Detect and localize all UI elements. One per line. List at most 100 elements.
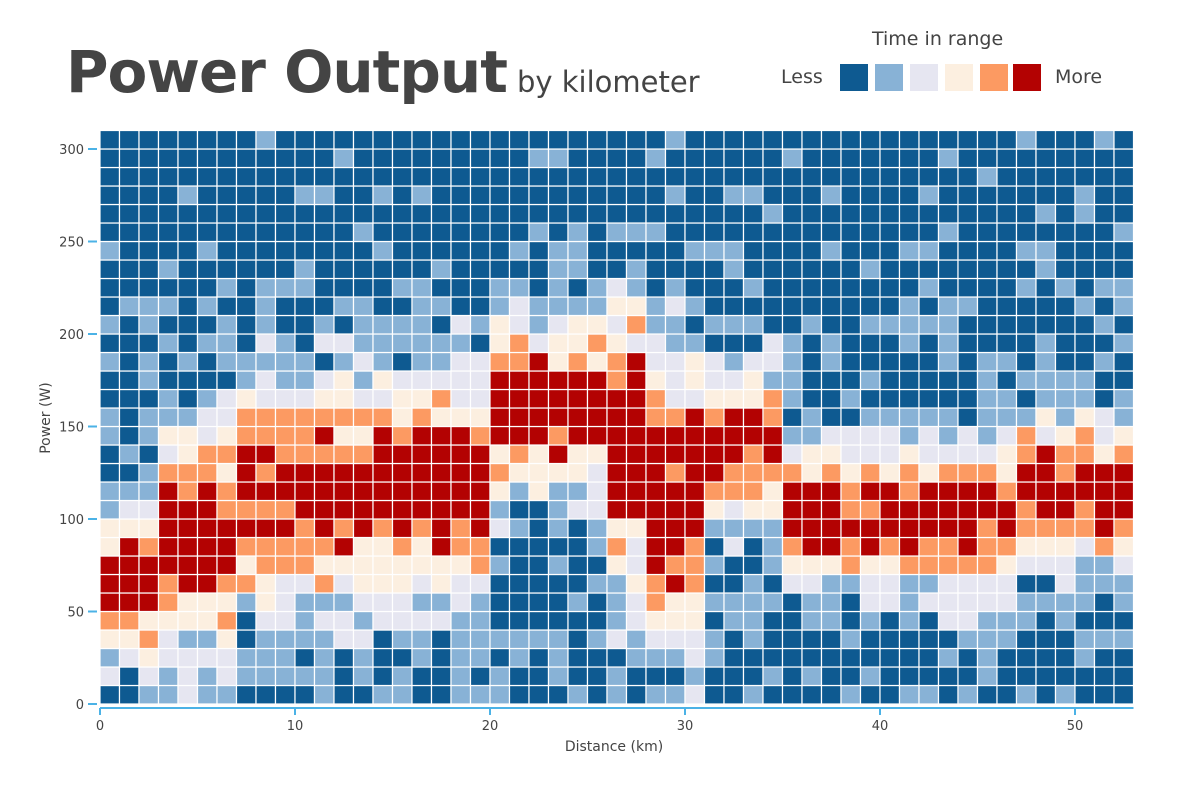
- heatmap-cell: [723, 166, 745, 187]
- heatmap-cell: [1015, 666, 1037, 687]
- heatmap-cell: [645, 296, 667, 317]
- heatmap-cell: [333, 407, 355, 428]
- heatmap-cell: [840, 314, 862, 335]
- heatmap-cell: [625, 277, 647, 298]
- heatmap-cell: [313, 351, 335, 372]
- heatmap-cell: [216, 647, 238, 668]
- heatmap-cell: [313, 333, 335, 354]
- heatmap-cell: [703, 296, 725, 317]
- heatmap-cell: [645, 388, 667, 409]
- heatmap-cell: [859, 499, 881, 520]
- heatmap-cell: [840, 518, 862, 539]
- heatmap-cell: [742, 148, 764, 169]
- heatmap-cell: [879, 333, 901, 354]
- heatmap-cell: [196, 240, 218, 261]
- heatmap-cell: [801, 481, 823, 502]
- heatmap-cell: [625, 388, 647, 409]
- heatmap-cell: [1035, 407, 1057, 428]
- heatmap-cell: [625, 684, 647, 705]
- heatmap-cell: [859, 536, 881, 557]
- heatmap-cell: [274, 203, 296, 224]
- heatmap-cell: [957, 462, 979, 483]
- heatmap-cell: [684, 481, 706, 502]
- heatmap-cell: [118, 203, 140, 224]
- heatmap-cell: [177, 629, 199, 650]
- heatmap-cell: [333, 592, 355, 613]
- heatmap-cell: [313, 166, 335, 187]
- heatmap-cell: [177, 222, 199, 243]
- heatmap-cell: [391, 444, 413, 465]
- heatmap-cell: [469, 351, 491, 372]
- heatmap-cell: [976, 296, 998, 317]
- heatmap-cell: [391, 370, 413, 391]
- heatmap-cell: [645, 185, 667, 206]
- heatmap-cell: [411, 629, 433, 650]
- heatmap-cell: [99, 407, 121, 428]
- heatmap-cell: [918, 647, 940, 668]
- heatmap-cell: [898, 222, 920, 243]
- heatmap-cell: [918, 185, 940, 206]
- heatmap-cell: [918, 666, 940, 687]
- heatmap-cell: [1015, 536, 1037, 557]
- heatmap-cell: [1035, 629, 1057, 650]
- heatmap-cell: [118, 499, 140, 520]
- heatmap-cell: [352, 536, 374, 557]
- heatmap-cell: [118, 592, 140, 613]
- heatmap-cell: [313, 555, 335, 576]
- heatmap-cell: [1113, 629, 1135, 650]
- heatmap-cell: [684, 240, 706, 261]
- heatmap-cell: [1074, 518, 1096, 539]
- heatmap-cell: [547, 573, 569, 594]
- heatmap-cell: [762, 259, 784, 280]
- heatmap-cell: [567, 370, 589, 391]
- heatmap-cell: [703, 518, 725, 539]
- heatmap-cell: [1093, 462, 1115, 483]
- heatmap-cell: [391, 240, 413, 261]
- heatmap-cell: [547, 536, 569, 557]
- heatmap-cell: [1093, 333, 1115, 354]
- heatmap-cell: [723, 444, 745, 465]
- heatmap-cell: [820, 240, 842, 261]
- heatmap-cell: [567, 277, 589, 298]
- heatmap-cell: [294, 481, 316, 502]
- heatmap-cell: [820, 129, 842, 150]
- heatmap-cell: [1015, 407, 1037, 428]
- heatmap-cell: [489, 629, 511, 650]
- heatmap-cell: [216, 425, 238, 446]
- heatmap-cell: [1113, 351, 1135, 372]
- heatmap-cell: [1054, 333, 1076, 354]
- heatmap-cell: [859, 592, 881, 613]
- heatmap-cell: [352, 388, 374, 409]
- heatmap-cell: [216, 684, 238, 705]
- heatmap-cell: [274, 629, 296, 650]
- heatmap-cell: [469, 166, 491, 187]
- heatmap-cell: [411, 166, 433, 187]
- heatmap-cell: [742, 444, 764, 465]
- heatmap-cell: [801, 296, 823, 317]
- heatmap-cell: [625, 222, 647, 243]
- heatmap-cell: [1093, 518, 1115, 539]
- heatmap-cell: [450, 351, 472, 372]
- heatmap-cell: [976, 610, 998, 631]
- heatmap-cell: [313, 610, 335, 631]
- heatmap-cell: [625, 333, 647, 354]
- heatmap-cell: [781, 222, 803, 243]
- heatmap-cell: [489, 240, 511, 261]
- heatmap-cell: [1054, 684, 1076, 705]
- heatmap-cell: [742, 203, 764, 224]
- y-tick-label: 0: [76, 698, 84, 713]
- heatmap-cell: [508, 462, 530, 483]
- heatmap-cell: [411, 647, 433, 668]
- heatmap-cell: [1074, 370, 1096, 391]
- heatmap-cell: [703, 425, 725, 446]
- heatmap-cell: [450, 277, 472, 298]
- heatmap-cell: [177, 425, 199, 446]
- heatmap-cell: [177, 259, 199, 280]
- heatmap-cell: [196, 259, 218, 280]
- heatmap-cell: [157, 333, 179, 354]
- heatmap-cell: [781, 536, 803, 557]
- heatmap-cell: [645, 259, 667, 280]
- heatmap-cell: [1015, 203, 1037, 224]
- heatmap-cell: [684, 333, 706, 354]
- heatmap-cell: [177, 148, 199, 169]
